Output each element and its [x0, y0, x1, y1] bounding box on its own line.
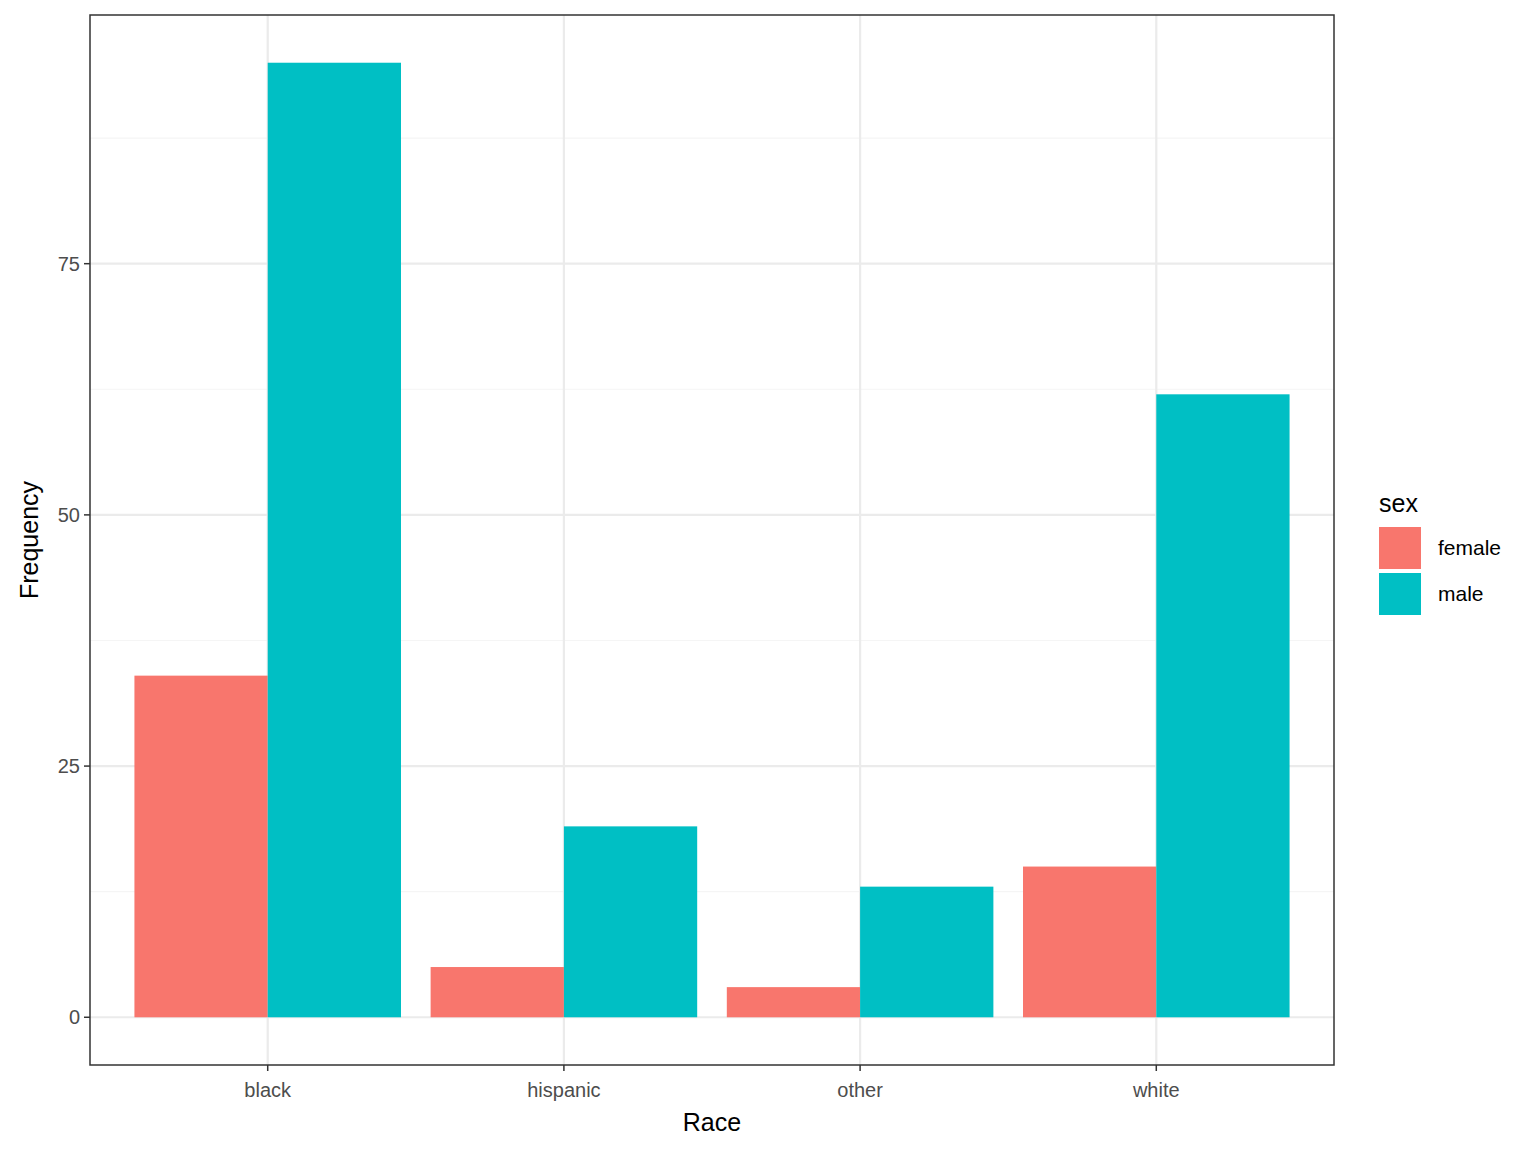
x-tick: [267, 1065, 269, 1071]
bar: [727, 987, 860, 1017]
x-axis-title: Race: [683, 1108, 741, 1136]
bar: [431, 967, 564, 1017]
x-tick: [1156, 1065, 1158, 1071]
x-tick: [563, 1065, 565, 1071]
legend-title: sex: [1379, 489, 1418, 517]
y-tick-label: 75: [58, 253, 80, 275]
bar: [1156, 394, 1289, 1017]
bars: [134, 63, 1289, 1018]
y-axis-title: Frequency: [15, 480, 43, 599]
panel-border: [90, 15, 1334, 1065]
y-tick: [84, 263, 90, 265]
x-tick-label: black: [244, 1079, 292, 1101]
legend-key: [1379, 573, 1421, 615]
x-tick-label: hispanic: [527, 1079, 600, 1101]
bar: [134, 676, 267, 1018]
grid: [90, 15, 1334, 1065]
bar: [860, 887, 993, 1018]
y-tick-label: 25: [58, 755, 80, 777]
bar: [1023, 867, 1156, 1018]
chart: 0 25 50 75 black hispanic other white Race Freque…: [0, 0, 1536, 1152]
legend-label: male: [1438, 582, 1484, 605]
bar: [564, 826, 697, 1017]
y-tick: [84, 1017, 90, 1019]
panel-bg: [90, 15, 1334, 1065]
legend-label: female: [1438, 536, 1501, 559]
y-tick-label: 0: [69, 1006, 80, 1028]
legend-key: [1379, 527, 1421, 569]
x-tick-label: white: [1132, 1079, 1180, 1101]
y-tick: [84, 514, 90, 516]
x-tick: [859, 1065, 861, 1071]
x-tick-label: other: [837, 1079, 883, 1101]
y-tick: [84, 765, 90, 767]
axes: 0 25 50 75 black hispanic other white: [58, 253, 1180, 1101]
y-tick-label: 50: [58, 504, 80, 526]
bar: [268, 63, 401, 1018]
legend: sex female male: [1379, 489, 1501, 615]
